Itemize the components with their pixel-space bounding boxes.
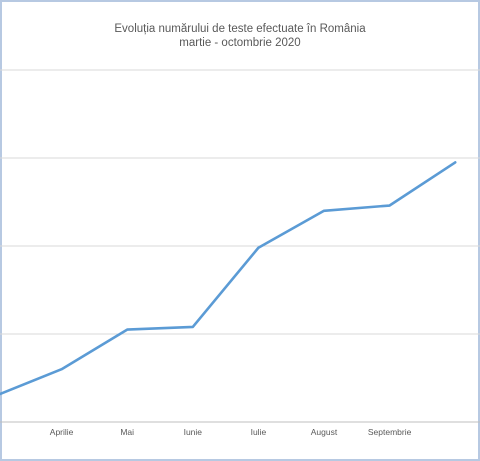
x-tick-label: Iunie (184, 427, 203, 437)
gridlines (0, 69, 480, 335)
x-tick-labels: Aprilie Mai Iunie Iulie August Septembrie (50, 427, 412, 437)
series-layer (0, 161, 457, 396)
x-tick-label: Septembrie (368, 427, 412, 437)
x-tick-label: August (311, 427, 338, 437)
chart-title: Evoluția numărului de teste efectuate în… (114, 23, 366, 35)
x-tick-label: Aprilie (50, 427, 74, 437)
x-tick-label: Mai (120, 427, 134, 437)
series-line (0, 161, 457, 396)
chart-subtitle: martie - octombrie 2020 (179, 37, 301, 49)
chart-title-block: Evoluția numărului de teste efectuate în… (0, 22, 480, 50)
x-tick-label: Iulie (251, 427, 267, 437)
